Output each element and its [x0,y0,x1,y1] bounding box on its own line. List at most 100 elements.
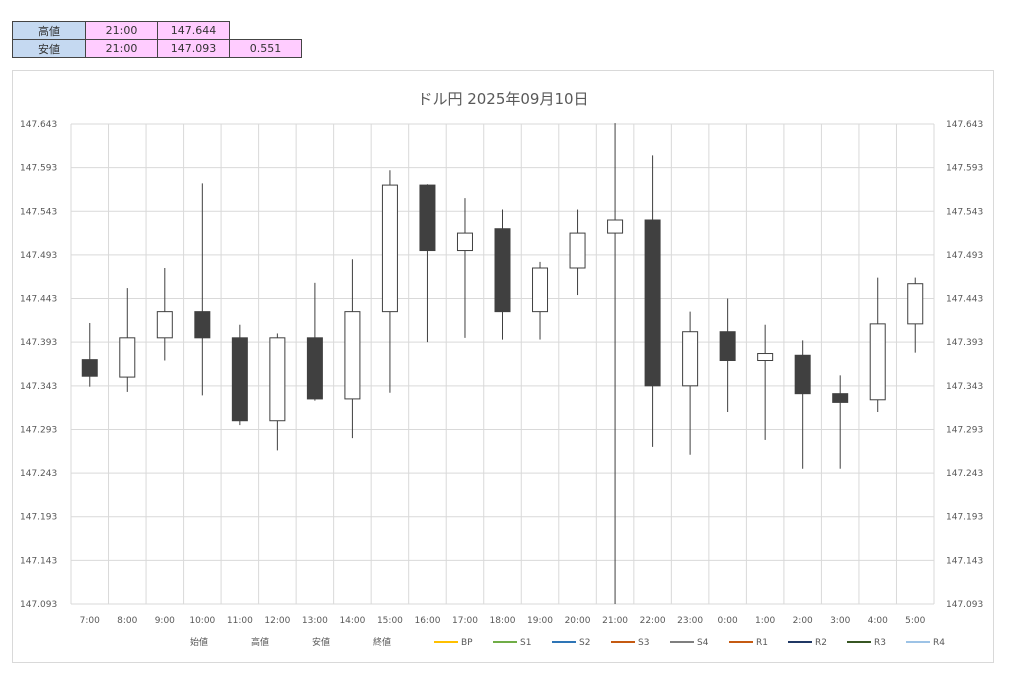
x-tick-label: 0:00 [718,616,738,626]
y-tick-label-left: 147.643 [20,120,57,130]
grid-lines [70,123,935,605]
x-tick-label: 17:00 [452,616,478,626]
legend: 始値 高値 安値 終値 BP S1 S2 S3 S4 R1 R2 R3 R4 [190,636,945,648]
y-tick-label-right: 147.193 [946,513,983,523]
x-tick-label: 13:00 [302,616,328,626]
candle-body [194,311,211,339]
candle-body [832,393,849,403]
candle-body [156,311,173,339]
y-tick-label-left: 147.243 [20,469,57,479]
candle-body [794,354,811,395]
summary-table: 高値 21:00 147.644 安値 21:00 147.093 0.551 [12,21,302,58]
x-tick-label: 20:00 [565,616,591,626]
candle-body [869,323,886,401]
summary-price: 147.644 [157,21,230,40]
y-tick-label-left: 147.593 [20,164,57,174]
y-tick-label-left: 147.193 [20,513,57,523]
legend-label: 高値 [251,636,269,648]
candle-body [757,353,774,362]
y-tick-label-right: 147.443 [946,295,983,305]
x-tick-label: 19:00 [527,616,553,626]
x-tick-label: 9:00 [155,616,175,626]
candle-body [644,219,661,387]
candle-body [494,228,511,313]
y-tick-label-left: 147.393 [20,338,57,348]
y-tick-label-right: 147.143 [946,556,983,566]
legend-label: S3 [638,638,649,648]
x-tick-label: 8:00 [117,616,137,626]
x-tick-label: 4:00 [868,616,888,626]
candle-body [269,337,286,422]
candle-body [231,337,248,422]
summary-row-low: 安値 21:00 147.093 0.551 [12,39,302,58]
legend-label: 始値 [190,636,208,648]
summary-time: 21:00 [85,39,158,58]
y-tick-label-right: 147.093 [946,600,983,610]
legend-label: 終値 [373,636,391,648]
x-tick-label: 16:00 [414,616,440,626]
legend-label: 安値 [312,636,330,648]
summary-time: 21:00 [85,21,158,40]
x-tick-label: 3:00 [830,616,850,626]
x-tick-label: 22:00 [640,616,666,626]
y-tick-label-left: 147.493 [20,251,57,261]
y-tick-label-right: 147.643 [946,120,983,130]
candle-body [607,219,624,234]
x-tick-label: 12:00 [264,616,290,626]
x-tick-label: 21:00 [602,616,628,626]
summary-price: 147.093 [157,39,230,58]
legend-label: R4 [933,638,945,648]
x-tick-label: 10:00 [189,616,215,626]
candle-body [719,331,736,362]
legend-label: R1 [756,638,768,648]
legend-label: S2 [579,638,590,648]
y-tick-label-right: 147.343 [946,382,983,392]
chart-title: ドル円 2025年09月10日 [417,90,588,108]
legend-label: S4 [697,638,709,648]
y-axis-left: 147.643 147.593 147.543 147.493 147.443 147.3… [20,120,57,610]
y-tick-label-left: 147.343 [20,382,57,392]
legend-label: R3 [874,638,886,648]
candle-body [569,232,586,269]
y-tick-label-left: 147.143 [20,556,57,566]
y-tick-label-right: 147.243 [946,469,983,479]
x-tick-label: 2:00 [793,616,813,626]
y-axis-right: 147.643 147.593 147.543 147.493 147.443 147.3… [946,120,983,610]
legend-label: S1 [520,638,531,648]
x-tick-label: 11:00 [227,616,253,626]
x-tick-label: 18:00 [490,616,516,626]
y-tick-label-left: 147.543 [20,207,57,217]
candle-body [907,283,924,325]
x-tick-label: 1:00 [755,616,775,626]
summary-row-high: 高値 21:00 147.644 [12,21,302,40]
chart-frame [12,70,994,663]
x-tick-label: 5:00 [905,616,925,626]
y-tick-label-left: 147.093 [20,600,57,610]
candle-body [344,311,361,400]
candle-body [306,337,323,400]
summary-label: 安値 [12,39,86,58]
x-tick-label: 14:00 [339,616,365,626]
candle-body [682,331,699,387]
x-tick-label: 15:00 [377,616,403,626]
x-axis: 7:00 8:00 9:00 10:00 11:00 12:00 13:00 14:00 15:… [80,616,926,626]
x-tick-label: 7:00 [80,616,100,626]
legend-label: R2 [815,638,827,648]
candles [81,123,924,604]
y-tick-label-left: 147.443 [20,295,57,305]
y-tick-label-left: 147.293 [20,425,57,435]
candle-body [419,184,436,252]
legend-label: BP [461,638,473,648]
candle-body [81,359,98,377]
x-tick-label: 23:00 [677,616,703,626]
y-tick-label-right: 147.293 [946,425,983,435]
candle-body [119,337,136,378]
y-tick-label-right: 147.393 [946,338,983,348]
candle-body [456,232,473,252]
y-tick-label-right: 147.543 [946,207,983,217]
y-tick-label-right: 147.493 [946,251,983,261]
candle-body [381,184,398,313]
y-tick-label-right: 147.593 [946,164,983,174]
candle-body [532,267,549,313]
summary-range: 0.551 [229,39,302,58]
